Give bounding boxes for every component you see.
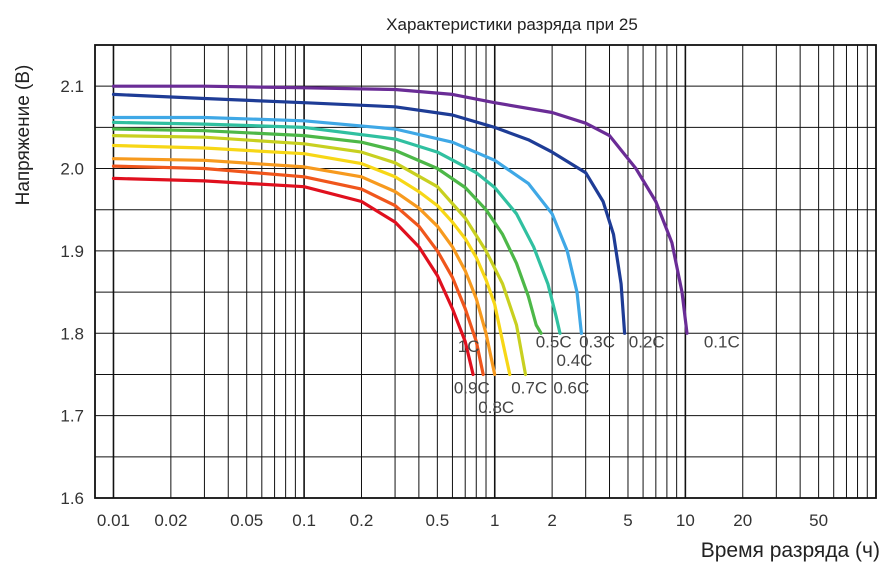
x-tick-label: 5 — [623, 511, 632, 530]
series-line-0.2C — [111, 92, 627, 335]
series-lines — [111, 84, 689, 377]
y-axis-label: Напряжение (В) — [13, 65, 34, 206]
y-tick-label: 1.8 — [60, 324, 84, 343]
tick-labels: 0.01 0.02 0.05 0.1 0.2 0.5 1 2 5 10 20 50 1.6 1.7 1.8 1… — [60, 77, 828, 530]
series-line-0.1C — [111, 84, 689, 335]
x-tick-label: 0.2 — [350, 511, 374, 530]
y-tick-label: 1.7 — [60, 407, 84, 426]
x-tick-label: 10 — [676, 511, 695, 530]
curve-label: 0.2C — [629, 332, 665, 351]
x-tick-label: 0.1 — [292, 511, 316, 530]
curve-label: 0.1C — [704, 332, 740, 351]
curve-label: 0.7C — [511, 378, 547, 397]
y-tick-label: 1.9 — [60, 242, 84, 261]
x-tick-label: 0.05 — [230, 511, 263, 530]
curve-labels: 1C 0.9C0.8C0.7C 0.6C 0.5C0.4C0.3C 0.2C 0.1C — [454, 332, 740, 417]
series-line-0.8C — [111, 157, 497, 377]
curve-label: 1C — [458, 337, 480, 356]
y-tick-label: 1.6 — [60, 489, 84, 508]
y-tick-label: 2.1 — [60, 77, 84, 96]
series-line-0.6C — [111, 134, 528, 377]
series-line-0.3C — [111, 115, 583, 335]
curve-label: 0.6C — [553, 378, 589, 397]
curve-label: 0.8C — [478, 398, 514, 417]
y-tick-label: 2.0 — [60, 160, 84, 179]
series-line-0.5C — [111, 127, 543, 335]
series-line-0.4C — [111, 120, 562, 335]
series-line-0.9C — [111, 164, 485, 377]
x-tick-label: 20 — [733, 511, 752, 530]
series-line-1C — [111, 176, 475, 377]
x-axis-label: Время разряда (ч) — [701, 539, 880, 562]
grid-lines — [95, 45, 876, 498]
x-tick-label: 1 — [490, 511, 499, 530]
chart-title: Характеристики разряда при 25 — [386, 15, 638, 34]
x-tick-label: 0.02 — [154, 511, 187, 530]
plot-frame — [94, 44, 877, 499]
series-line-0.7C — [111, 143, 512, 377]
x-tick-label: 2 — [547, 511, 556, 530]
x-tick-label: 0.01 — [97, 511, 130, 530]
x-tick-label: 50 — [809, 511, 828, 530]
x-tick-label: 0.5 — [426, 511, 450, 530]
plot-border — [94, 44, 877, 499]
curve-label: 0.5C — [536, 332, 572, 351]
curve-label: 0.4C — [557, 351, 593, 370]
curve-label: 0.3C — [579, 332, 615, 351]
curve-label: 0.9C — [454, 378, 490, 397]
